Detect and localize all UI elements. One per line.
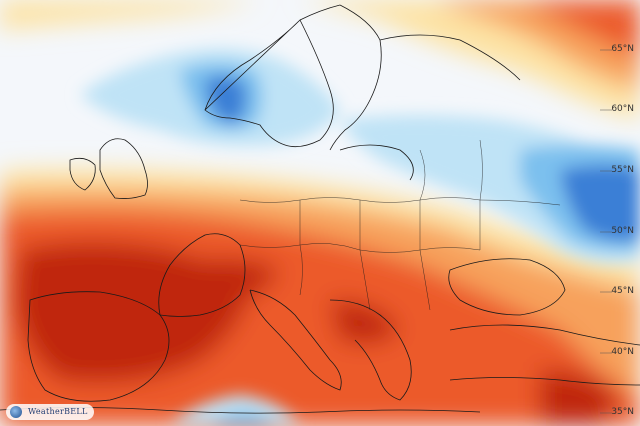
- country-borders: [239, 139, 561, 311]
- globe-icon: [10, 406, 22, 418]
- coastlines: [0, 4, 640, 414]
- lat-label-60: 60°N: [611, 104, 634, 114]
- lat-label-50: 50°N: [611, 226, 634, 236]
- lat-label-55: 55°N: [611, 165, 634, 175]
- lat-label-65: 65°N: [611, 44, 634, 54]
- weatherbell-logo: WeatherBELL: [6, 404, 94, 420]
- cool-anomaly-layer: [80, 48, 640, 426]
- lat-label-35: 35°N: [611, 407, 634, 417]
- lat-label-40: 40°N: [611, 347, 634, 357]
- logo-text: WeatherBELL: [28, 407, 88, 416]
- lat-label-45: 45°N: [611, 286, 634, 296]
- graticule: [600, 49, 612, 414]
